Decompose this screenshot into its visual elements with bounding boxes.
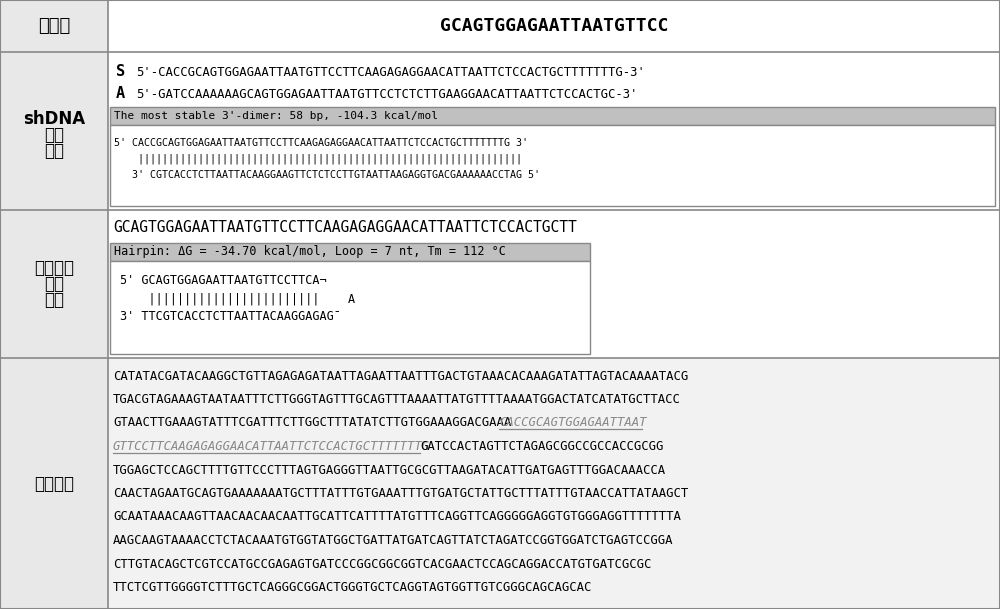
Text: 结构: 结构 xyxy=(44,291,64,309)
Text: GATCCACTAGTTCTAGAGCGGCCGCCACCGCGG: GATCCACTAGTTCTAGAGCGGCCGCCACCGCGG xyxy=(420,440,664,453)
Bar xyxy=(0,210,108,358)
Text: 测序结果: 测序结果 xyxy=(34,474,74,493)
Text: 3' TTCGTCACCTCTTAATTACAAGGAGAG¯: 3' TTCGTCACCTCTTAATTACAAGGAGAG¯ xyxy=(120,311,341,323)
Text: TGGAGCTCCAGCTTTTGTTCCCTTTAGTGAGGGTTAATTGCGCGTTAAGATACATTGATGAGTTTGGACAAACCA: TGGAGCTCCAGCTTTTGTTCCCTTTAGTGAGGGTTAATTG… xyxy=(113,463,666,476)
Text: shDNA: shDNA xyxy=(23,110,85,128)
Text: 模板: 模板 xyxy=(44,126,64,144)
Text: GCAGTGGAGAATTAATGTTCCTTCAAGAGAGGAACATTAATTCTCCACTGCTT: GCAGTGGAGAATTAATGTTCCTTCAAGAGAGGAACATTAA… xyxy=(113,220,577,236)
Text: CTTGTACAGCTCGTCCATGCCGAGAGTGATCCCGGCGGCGGTCACGAACTCCAGCAGGACCATGTGATCGCGC: CTTGTACAGCTCGTCCATGCCGAGAGTGATCCCGGCGGCG… xyxy=(113,557,651,571)
Text: 5' GCAGTGGAGAATTAATGTTCCTTCA¬: 5' GCAGTGGAGAATTAATGTTCCTTCA¬ xyxy=(120,275,327,287)
Text: AAGCAAGTAAAACCTCTACAAATGTGGTATGGCTGATTATGATCAGTTATCTAGATCCGGTGGATCTGAGTCCGGA: AAGCAAGTAAAACCTCTACAAATGTGGTATGGCTGATTAT… xyxy=(113,534,674,547)
Text: 3' CGTCACCTCTTAATTACAAGGAAGTTCTCTCCTTGTAATTAAGAGGTGACGAAAAAACCTAG 5': 3' CGTCACCTCTTAATTACAAGGAAGTTCTCTCCTTGTA… xyxy=(114,170,540,180)
Text: ||||||||||||||||||||||||    A: |||||||||||||||||||||||| A xyxy=(120,292,355,306)
Bar xyxy=(0,358,108,609)
Bar xyxy=(0,0,108,52)
Text: ||||||||||||||||||||||||||||||||||||||||||||||||||||||||||||||||: ||||||||||||||||||||||||||||||||||||||||… xyxy=(114,153,522,164)
Bar xyxy=(110,107,995,125)
Text: 靶序列: 靶序列 xyxy=(38,17,70,35)
Text: GTAACTTGAAAGTATTTCGATTTCTTGGCTTTATATCTTGTGGAAAGGACGAAA: GTAACTTGAAAGTATTTCGATTTCTTGGCTTTATATCTTG… xyxy=(113,417,511,429)
Text: 转录产物: 转录产物 xyxy=(34,259,74,277)
Text: S: S xyxy=(116,65,125,80)
Text: CACCGCAGTGGAGAATTAAT: CACCGCAGTGGAGAATTAAT xyxy=(499,417,647,429)
Text: Hairpin: ΔG = -34.70 kcal/mol, Loop = 7 nt, Tm = 112 °C: Hairpin: ΔG = -34.70 kcal/mol, Loop = 7 … xyxy=(114,245,506,258)
Bar xyxy=(110,243,590,261)
Bar xyxy=(108,358,1000,609)
Text: 序列: 序列 xyxy=(44,142,64,160)
Text: 序列: 序列 xyxy=(44,275,64,293)
Text: 5' CACCGCAGTGGAGAATTAATGTTCCTTCAAGAGAGGAACATTAATTCTCCACTGCTTTTTTTG 3': 5' CACCGCAGTGGAGAATTAATGTTCCTTCAAGAGAGGA… xyxy=(114,138,528,148)
Text: TGACGTAGAAAGTAATAATTTCTTGGGTAGTTTGCAGTTTAAAATTATGTTTTAAAATGGACTATCATATGCTTACC: TGACGTAGAAAGTAATAATTTCTTGGGTAGTTTGCAGTTT… xyxy=(113,393,681,406)
Text: CATATACGATACAAGGCTGTTAGAGAGATAATTAGAATTAATTTGACTGTAAACACAAAGATATTAGTACAAAATACG: CATATACGATACAAGGCTGTTAGAGAGATAATTAGAATTA… xyxy=(113,370,688,382)
Bar xyxy=(110,261,590,354)
Text: The most stable 3'-dimer: 58 bp, -104.3 kcal/mol: The most stable 3'-dimer: 58 bp, -104.3 … xyxy=(114,111,438,121)
Text: A: A xyxy=(116,86,125,102)
Text: CAACTAGAATGCAGTGAAAAAAATGCTTTATTTGTGAAATTTGTGATGCTATTGCTTTATTTGTAACCATTATAAGCT: CAACTAGAATGCAGTGAAAAAAATGCTTTATTTGTGAAAT… xyxy=(113,487,688,500)
Bar xyxy=(0,52,108,210)
Text: GCAGTGGAGAATTAATGTTCC: GCAGTGGAGAATTAATGTTCC xyxy=(440,17,668,35)
Text: GTTCCTTCAAGAGAGGAACATTAATTCTCCACTGCTTTTTTTG: GTTCCTTCAAGAGAGGAACATTAATTCTCCACTGCTTTTT… xyxy=(113,440,430,453)
Text: TTCTCGTTGGGGTCTTTGCTCAGGGCGGACTGGGTGCTCAGGTAGTGGTTGTCGGGCAGCAGCAC: TTCTCGTTGGGGTCTTTGCTCAGGGCGGACTGGGTGCTCA… xyxy=(113,581,592,594)
Text: GCAATAAACAAGTTAACAACAACAATTGCATTCATTTTATGTTTCAGGTTCAGGGGGAGGTGTGGGAGGTTTTTTTA: GCAATAAACAAGTTAACAACAACAATTGCATTCATTTTAT… xyxy=(113,510,681,524)
Text: 5'-GATCCAAAAAAGCAGTGGAGAATTAATGTTCCTCTCTTGAAGGAACATTAATTCTCCACTGC-3': 5'-GATCCAAAAAAGCAGTGGAGAATTAATGTTCCTCTCT… xyxy=(136,88,638,100)
Text: 5'-CACCGCAGTGGAGAATTAATGTTCCTTCAAGAGAGGAACATTAATTCTCCACTGCTTTTTTTG-3': 5'-CACCGCAGTGGAGAATTAATGTTCCTTCAAGAGAGGA… xyxy=(136,66,645,79)
Bar xyxy=(110,125,995,206)
